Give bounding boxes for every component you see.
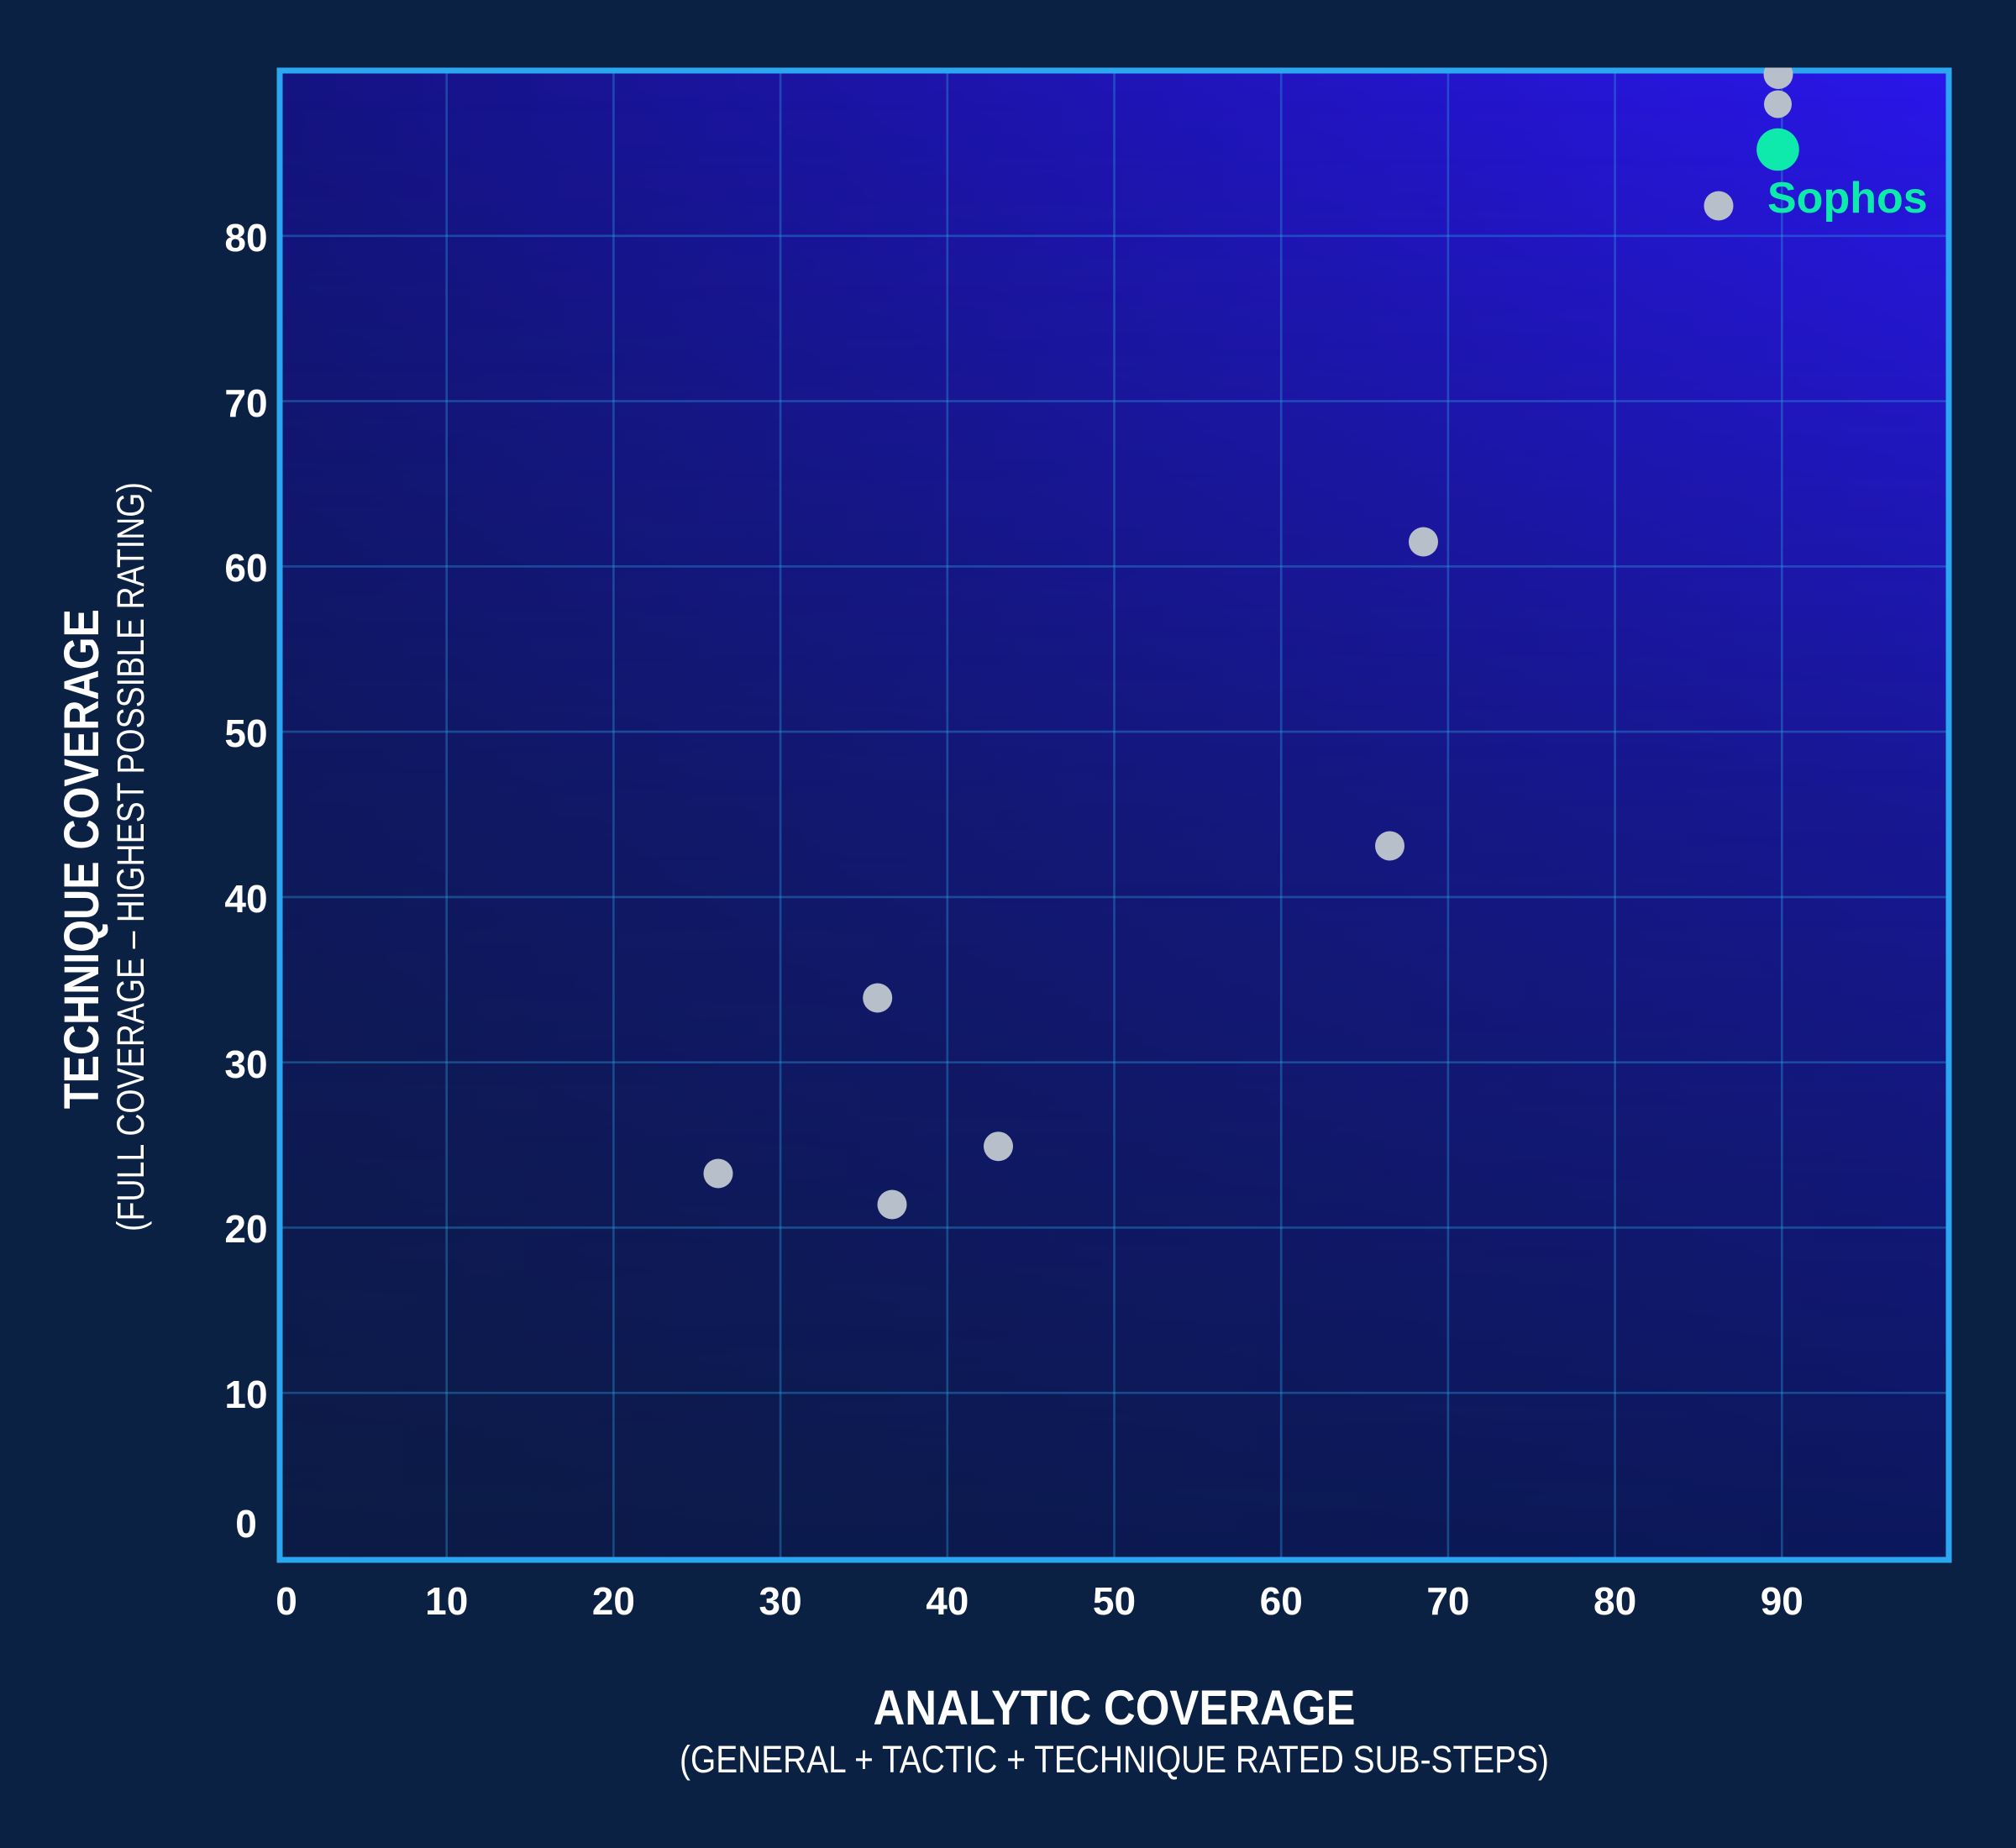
- svg-text:30: 30: [759, 1579, 802, 1623]
- svg-text:(FULL COVERAGE – HIGHEST POSSI: (FULL COVERAGE – HIGHEST POSSIBLE RATING…: [109, 482, 152, 1231]
- svg-text:70: 70: [1426, 1579, 1469, 1623]
- svg-text:40: 40: [926, 1579, 969, 1623]
- svg-text:0: 0: [276, 1579, 297, 1623]
- svg-text:20: 20: [224, 1207, 267, 1251]
- svg-text:30: 30: [224, 1042, 267, 1086]
- svg-text:10: 10: [224, 1373, 267, 1416]
- svg-text:90: 90: [1761, 1579, 1803, 1623]
- svg-text:0: 0: [235, 1502, 257, 1546]
- svg-text:70: 70: [224, 381, 267, 425]
- svg-text:40: 40: [224, 877, 267, 921]
- svg-text:50: 50: [1093, 1579, 1136, 1623]
- svg-text:10: 10: [425, 1579, 468, 1623]
- svg-text:80: 80: [1593, 1579, 1636, 1623]
- svg-text:(GENERAL + TACTIC + TECHNIQUE: (GENERAL + TACTIC + TECHNIQUE RATED SUB-…: [680, 1738, 1549, 1781]
- svg-text:60: 60: [224, 546, 267, 590]
- svg-text:80: 80: [224, 216, 267, 260]
- svg-text:60: 60: [1260, 1579, 1303, 1623]
- svg-text:20: 20: [592, 1579, 635, 1623]
- svg-text:50: 50: [224, 711, 267, 755]
- svg-text:ANALYTIC COVERAGE: ANALYTIC COVERAGE: [874, 1681, 1356, 1735]
- svg-text:TECHNIQUE COVERAGE: TECHNIQUE COVERAGE: [55, 609, 109, 1109]
- svg-text:Sophos: Sophos: [1767, 174, 1928, 223]
